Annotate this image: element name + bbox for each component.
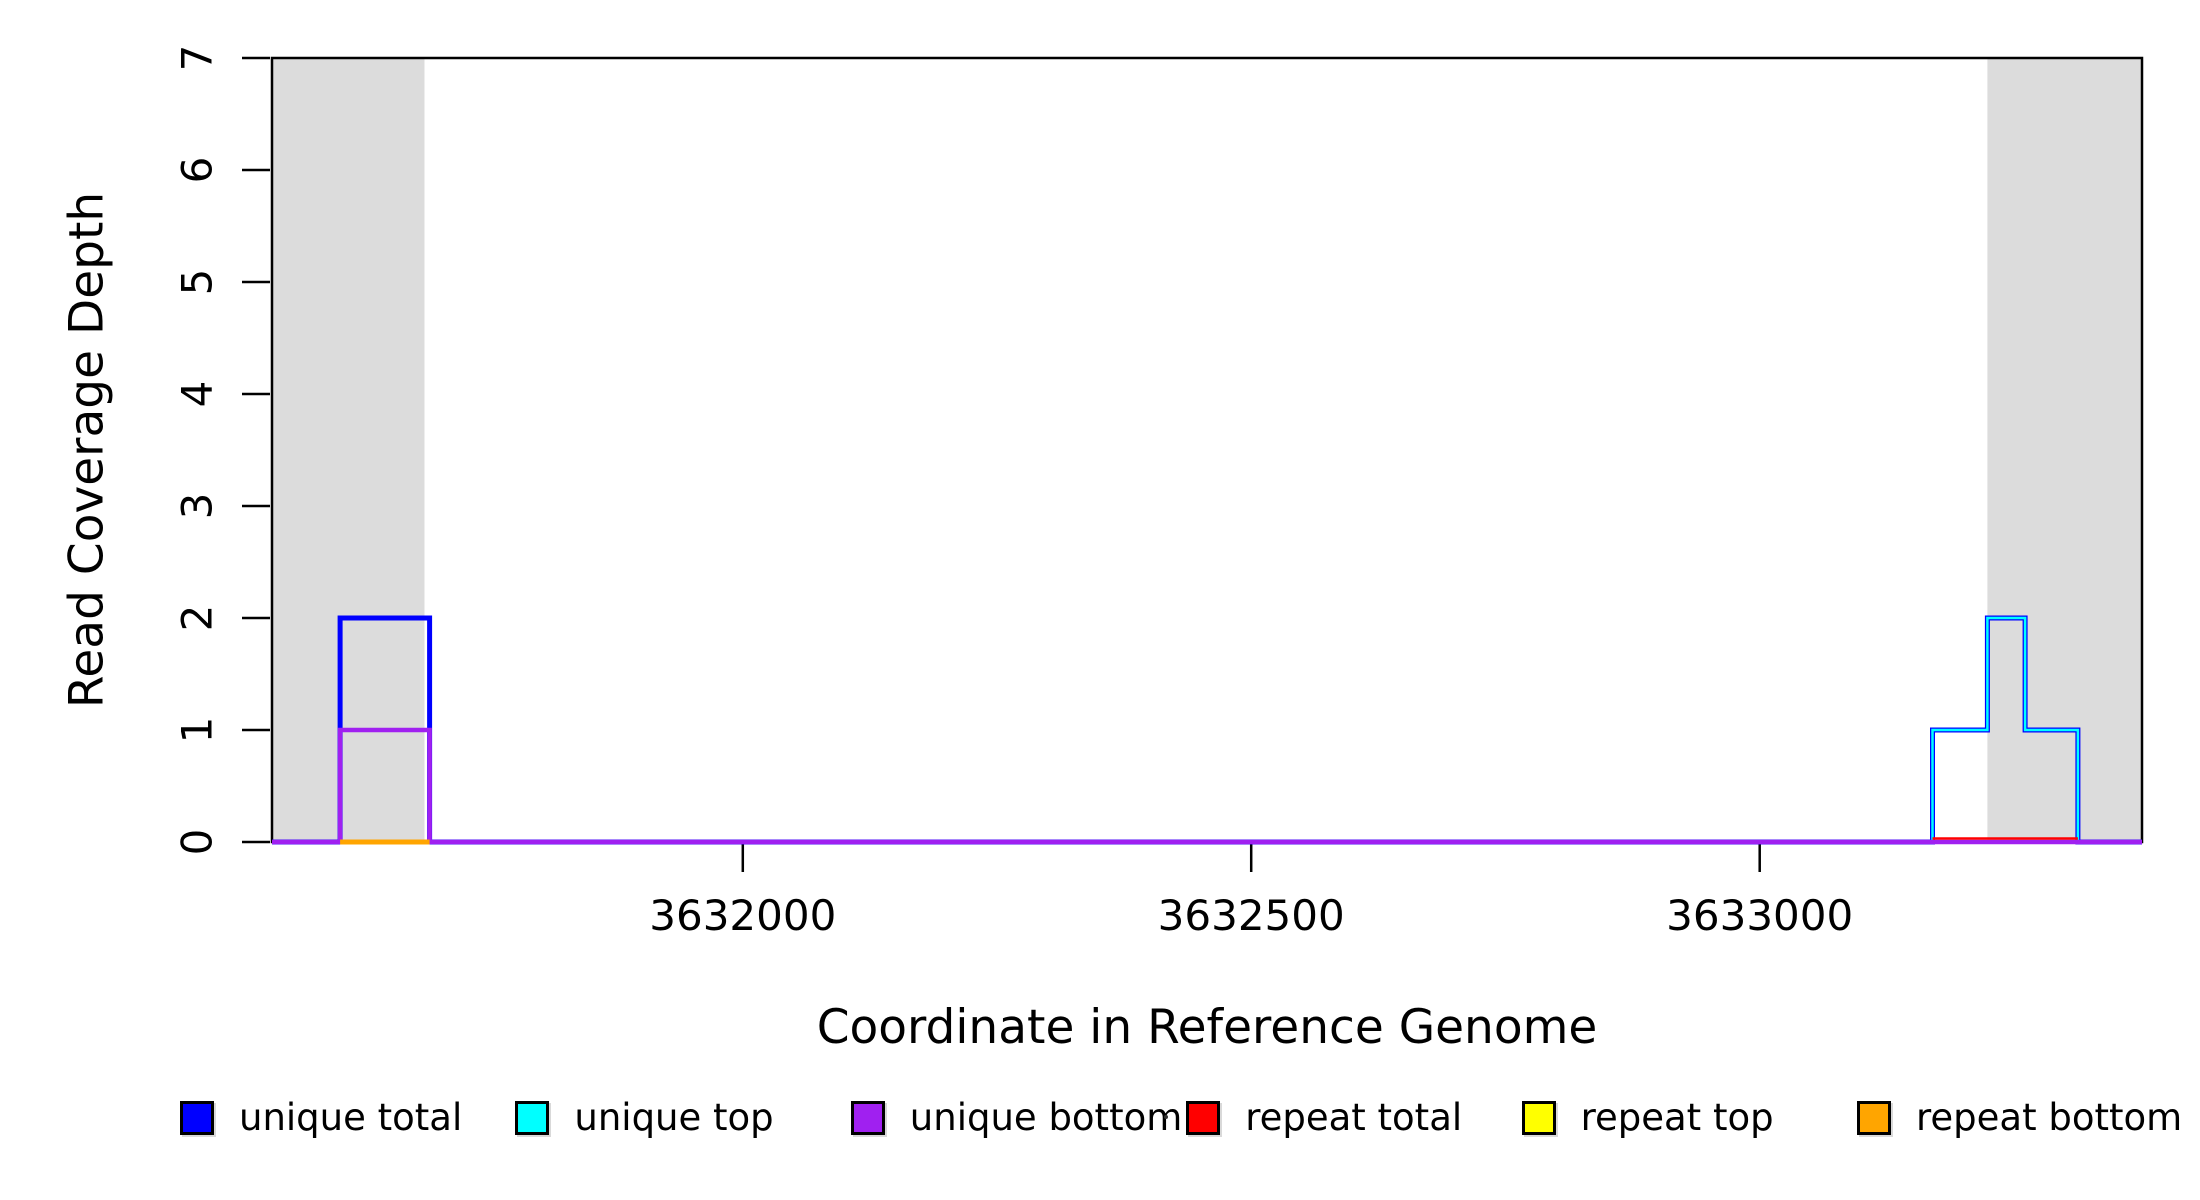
right-gray-band (1987, 58, 2142, 842)
legend-item-repeat-bottom: repeat bottom (1857, 1097, 2182, 1139)
y-axis-title: Read Coverage Depth (59, 191, 115, 709)
legend-swatch-repeat-bottom (1857, 1101, 1891, 1135)
legend-label-unique-top: unique top (574, 1096, 774, 1139)
legend-swatch-unique-bottom (850, 1101, 885, 1135)
y-tick-label: 1 (173, 717, 222, 744)
legend-label-repeat-top: repeat top (1580, 1096, 1774, 1139)
series-line-unique-top (272, 616, 2142, 844)
y-tick-label: 2 (173, 605, 222, 632)
x-tick-label: 3632500 (1158, 891, 1345, 940)
legend-item-repeat-top: repeat top (1521, 1096, 1774, 1139)
legend-label-repeat-total: repeat total (1245, 1096, 1463, 1139)
legend-label-repeat-bottom: repeat bottom (1916, 1096, 2183, 1139)
y-tick-label: 7 (173, 45, 222, 72)
y-tick-label: 6 (173, 157, 222, 184)
y-tick-label: 0 (173, 829, 222, 856)
legend-swatch-repeat-total (1186, 1101, 1221, 1135)
stray-mark (1164, 1115, 1168, 1119)
legend-swatch-unique-top (515, 1101, 550, 1135)
y-tick-label: 5 (173, 269, 222, 296)
plot-border (270, 56, 2144, 844)
legend-swatch-unique-total (180, 1101, 214, 1135)
legend-swatch-repeat-top (1521, 1101, 1556, 1135)
x-tick-label: 3633000 (1666, 891, 1853, 940)
x-tick-label: 3632000 (649, 891, 836, 940)
legend-label-unique-bottom: unique bottom (909, 1096, 1183, 1139)
series-line-unique-bottom (272, 727, 2142, 845)
left-gray-band (272, 58, 425, 842)
legend-item-repeat-total: repeat total (1186, 1097, 1462, 1139)
legend-item-unique-total: unique total (180, 1097, 462, 1139)
legend-item-unique-top: unique top (515, 1096, 774, 1139)
legend-item-unique-bottom: unique bottom (850, 1096, 1183, 1139)
y-tick-label: 3 (173, 493, 222, 520)
series-line-unique-total (272, 615, 2142, 845)
x-axis-title: Coordinate in Reference Genome (816, 1000, 1598, 1055)
y-tick-label: 4 (173, 381, 222, 408)
legend-label-unique-total: unique total (239, 1096, 463, 1139)
